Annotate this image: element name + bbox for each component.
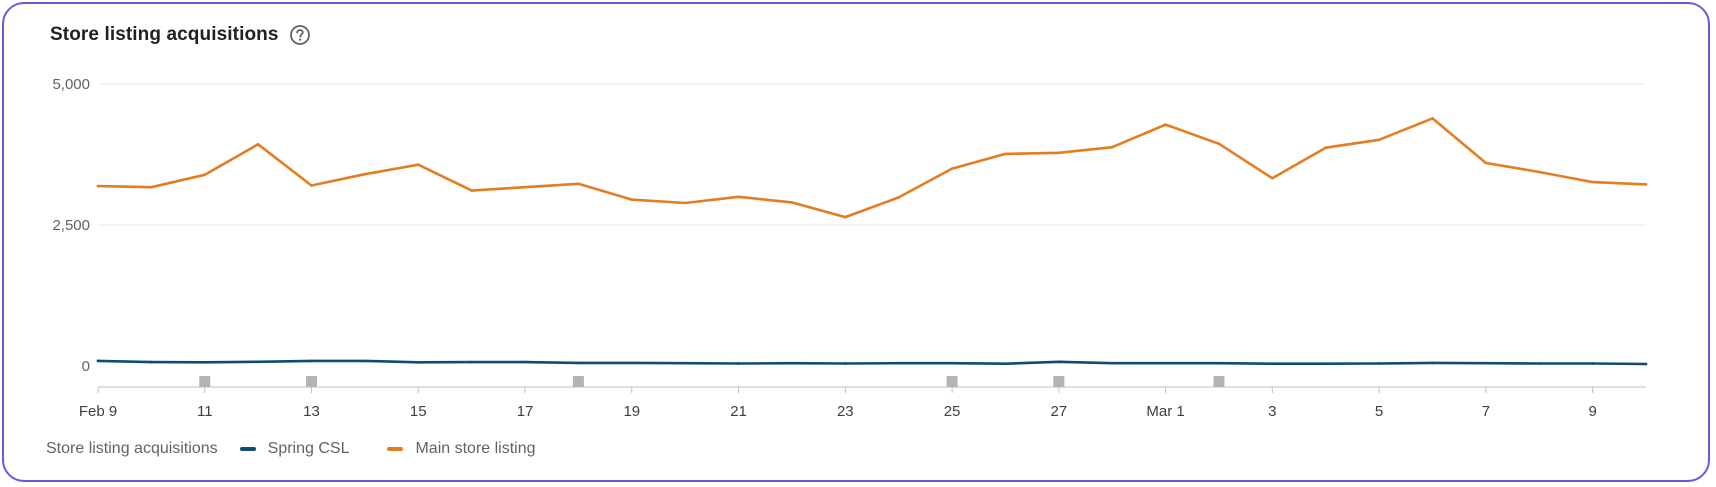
data-point-spring-csl [1591,362,1594,365]
data-point-main-store-listing [630,198,634,201]
data-point-spring-csl [470,360,473,364]
chart-title: Store listing acquisitions [50,24,279,45]
data-point-spring-csl [1537,362,1541,365]
data-point-main-store-listing [256,143,260,146]
annotation-marker [306,376,318,387]
annotation-marker [572,376,584,387]
data-point-main-store-listing [96,184,100,188]
x-tick-label: Feb 9 [79,403,117,420]
data-point-spring-csl [416,361,420,364]
series-line-spring-csl [96,359,1648,366]
data-point-main-store-listing [416,163,420,166]
x-tick-label: 3 [1268,403,1276,420]
x-tick-label: 9 [1588,403,1596,420]
data-point-spring-csl [790,361,794,365]
data-point-spring-csl [1217,361,1221,365]
x-tick-label: Mar 1 [1146,403,1184,420]
data-point-main-store-listing [310,184,313,187]
data-point-main-store-listing [1004,152,1007,156]
data-point-spring-csl [310,359,313,363]
y-tick-label: 2,500 [52,217,90,234]
data-point-spring-csl [363,359,367,363]
data-point-spring-csl [950,361,954,365]
data-point-main-store-listing [897,196,900,199]
x-tick-label: 21 [730,403,747,420]
data-point-spring-csl [683,361,687,365]
data-point-main-store-listing [363,172,367,176]
data-point-main-store-listing [1591,180,1594,184]
data-point-spring-csl [1004,362,1007,366]
x-tick-label: 15 [410,403,427,420]
data-point-main-store-listing [1271,176,1274,180]
x-tick-label: 7 [1482,403,1490,420]
y-tick-label: 5,000 [52,76,90,93]
data-point-spring-csl [256,360,260,364]
annotation-marker [199,376,211,387]
data-point-main-store-listing [844,215,847,219]
data-point-spring-csl [1110,361,1114,365]
legend-title: Store listing acquisitions [46,440,218,457]
data-point-spring-csl [1324,362,1328,366]
x-tick-label: 11 [197,403,213,420]
data-point-spring-csl [630,361,634,365]
data-point-main-store-listing [1431,117,1434,120]
x-tick-label: 17 [517,403,534,420]
data-point-spring-csl [1164,361,1167,365]
data-point-main-store-listing [950,167,954,170]
legend-item-main-store-listing[interactable]: Main store listing [387,440,536,458]
x-tick-label: 23 [837,403,854,420]
help-circle-icon[interactable] [289,24,311,46]
data-point-spring-csl [96,359,100,363]
data-point-main-store-listing [577,182,580,186]
annotation-marker [1053,376,1065,387]
legend-swatch-main-store-listing [387,447,404,451]
data-point-main-store-listing [1484,161,1488,165]
data-point-spring-csl [1644,362,1648,366]
data-point-main-store-listing [1057,151,1061,155]
y-tick-label: 0 [82,358,90,375]
data-point-main-store-listing [1217,142,1221,146]
data-point-spring-csl [1484,361,1488,365]
data-point-spring-csl [737,362,740,365]
data-point-main-store-listing [1377,138,1381,142]
data-point-spring-csl [523,360,527,364]
data-point-spring-csl [897,361,900,365]
data-point-main-store-listing [203,173,207,177]
legend-item-spring-csl[interactable]: Spring CSL [239,440,350,458]
data-point-spring-csl [1271,362,1274,366]
series-line-main-store-listing [96,117,1648,219]
annotation-marker [1213,376,1225,387]
annotation-marker [946,376,958,387]
x-tick-label: 13 [303,403,320,420]
data-point-main-store-listing [683,201,687,205]
legend: Store listing acquisitions Spring CSL Ma… [46,440,574,458]
data-point-main-store-listing [737,195,740,199]
x-tick-label: 25 [944,403,961,420]
data-point-spring-csl [150,360,153,364]
x-tick-label: 5 [1375,403,1383,420]
data-point-main-store-listing [790,201,794,204]
data-point-spring-csl [1057,360,1061,364]
data-point-main-store-listing [1324,146,1328,150]
data-point-main-store-listing [1644,183,1648,186]
data-point-spring-csl [1377,362,1381,365]
data-point-main-store-listing [1164,123,1167,126]
legend-swatch-spring-csl [239,447,256,451]
data-point-main-store-listing [470,189,473,192]
data-point-main-store-listing [150,185,153,189]
x-tick-label: 27 [1050,403,1067,420]
data-point-spring-csl [203,361,207,364]
data-point-main-store-listing [1110,145,1114,149]
data-point-spring-csl [1431,361,1434,365]
legend-label-main-store-listing: Main store listing [415,440,536,457]
chart-header: Store listing acquisitions [50,24,311,46]
data-point-main-store-listing [523,185,527,189]
data-point-spring-csl [577,361,580,365]
x-tick-label: 19 [623,403,640,420]
data-point-main-store-listing [1537,170,1541,174]
legend-label-spring-csl: Spring CSL [267,440,350,457]
data-point-spring-csl [844,362,847,365]
